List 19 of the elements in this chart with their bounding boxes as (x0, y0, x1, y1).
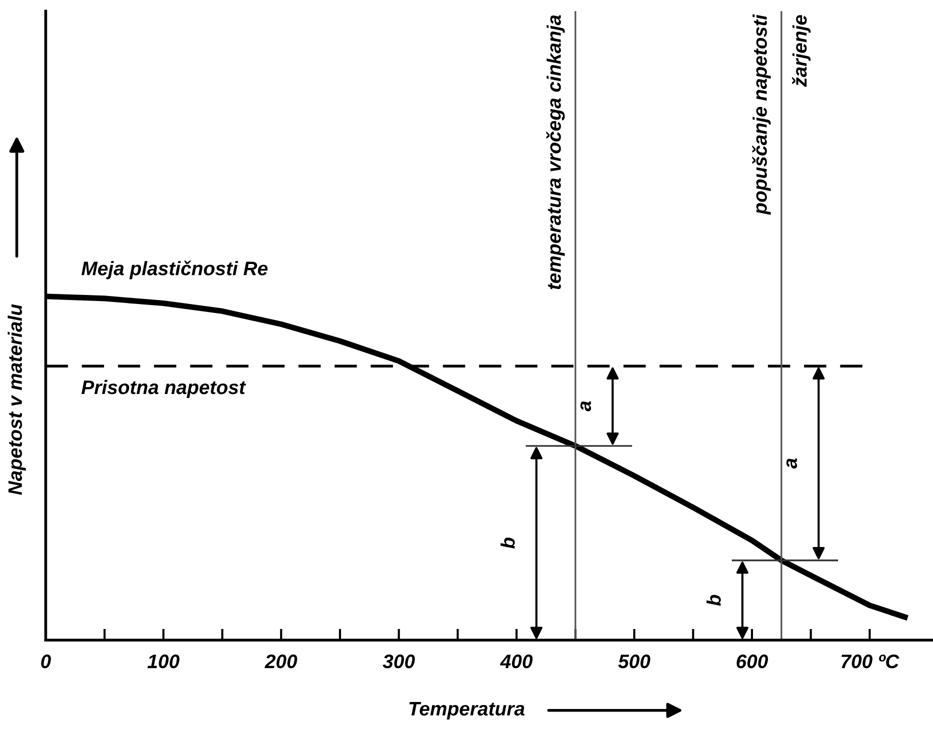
x-tick-label: 300 (382, 654, 415, 668)
y-axis-title: Napetost v materialu (8, 304, 26, 495)
x-tick-label: 700 ºC (842, 654, 900, 668)
x-tick-label: 0 (41, 654, 51, 668)
series-label: Meja plastičnosti Re (82, 260, 268, 280)
x-tick-label: 500 (618, 654, 650, 668)
annotation: b (706, 594, 721, 606)
ref-line-label: Prisotna napetost (82, 380, 246, 398)
x-tick-label: 400 (500, 654, 533, 668)
text: žarjenje (792, 15, 811, 88)
ref-line-label: temperatura vročega cinkanja (546, 15, 565, 290)
x-tick-label: 200 (264, 654, 298, 668)
ref-line-label: popuščanje napetosti (752, 14, 771, 215)
x-tick-label: 100 (148, 654, 180, 668)
annotation: a (580, 401, 592, 412)
x-tick-label: 600 (736, 654, 768, 668)
annotation: a (786, 458, 798, 469)
x-axis-title: Temperatura (409, 702, 524, 720)
annotation: b (500, 538, 515, 549)
